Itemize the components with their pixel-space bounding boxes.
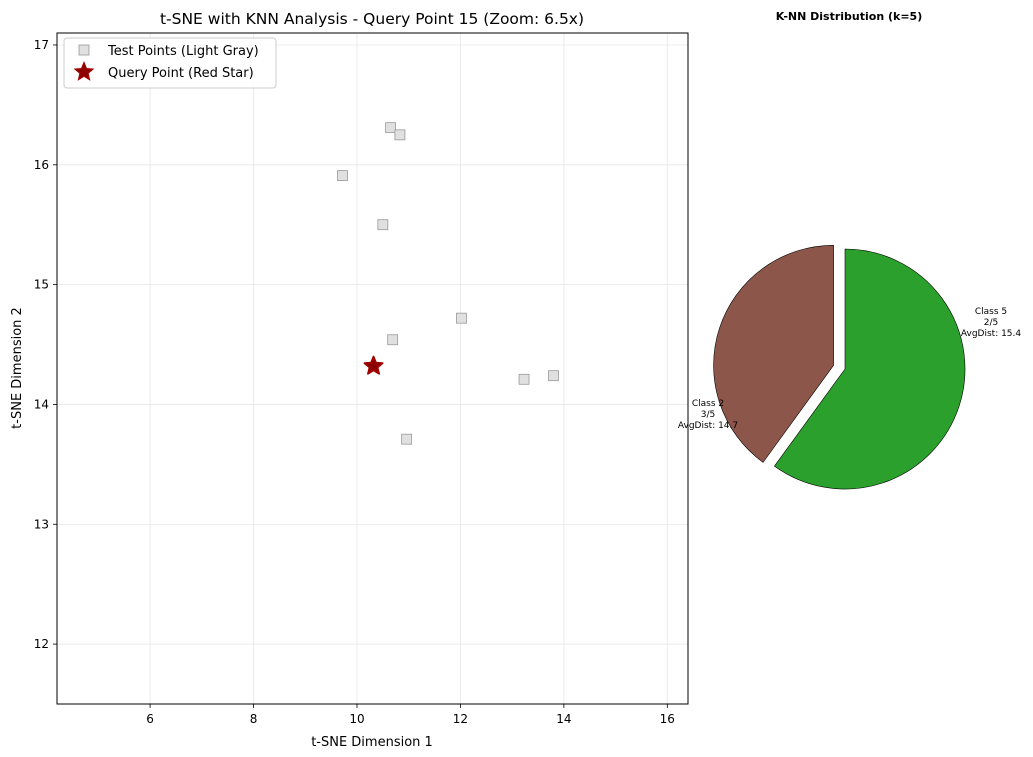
test-point-marker: [548, 370, 559, 382]
y-tick-label: 16: [34, 158, 49, 172]
pie-title: K-NN Distribution (k=5): [776, 10, 922, 23]
x-tick-label: 6: [146, 712, 154, 726]
scatter-title: t-SNE with KNN Analysis - Query Point 15…: [160, 10, 584, 28]
pie-label-class-5-count: 2/5: [984, 318, 998, 328]
y-tick-label: 15: [34, 278, 49, 292]
y-tick-label: 13: [34, 517, 49, 531]
test-point-marker: [385, 122, 397, 134]
test-point-marker: [387, 334, 399, 346]
pie-chart: K-NN Distribution (k=5) Class 5 2/5 AvgD…: [678, 10, 1022, 490]
legend-item-test-points: Test Points (Light Gray): [107, 44, 259, 59]
pie-label-class-2-name: Class 2: [692, 399, 724, 409]
x-tick-label: 16: [660, 712, 675, 726]
y-tick-label: 14: [34, 397, 49, 411]
pie-slice-class-2: [774, 248, 966, 490]
test-point-marker: [337, 170, 348, 181]
x-tick-label: 12: [453, 712, 468, 726]
y-tick-label: 17: [34, 38, 49, 52]
test-point-marker: [401, 433, 413, 445]
legend: Test Points (Light Gray) Query Point (Re…: [63, 37, 277, 89]
test-point-marker: [394, 129, 406, 141]
pie-label-class-2-avgdist: AvgDist: 14.7: [678, 421, 738, 431]
scatter-plot: t-SNE with KNN Analysis - Query Point 15…: [10, 10, 689, 750]
axis-ticks: 6 8 10 12 14 16 12 13 14 15 16 17: [34, 38, 675, 726]
plot-frame: [56, 32, 689, 705]
x-tick-label: 8: [250, 712, 258, 726]
pie-label-class-5-avgdist: AvgDist: 15.4: [961, 329, 1022, 339]
x-axis-label: t-SNE Dimension 1: [311, 735, 433, 750]
y-tick-label: 12: [34, 637, 49, 651]
pie-label-class-5-name: Class 5: [975, 307, 1007, 317]
pie-label-class-2-count: 3/5: [701, 410, 715, 420]
pie-slice-class-5: [713, 244, 834, 463]
x-tick-label: 10: [349, 712, 364, 726]
legend-square-marker-icon: [78, 44, 90, 56]
data-points: [337, 122, 559, 445]
test-point-marker: [518, 373, 530, 385]
legend-star-marker-icon: [73, 61, 95, 81]
y-axis-label: t-SNE Dimension 2: [10, 307, 25, 429]
test-point-marker: [377, 219, 389, 231]
x-tick-label: 14: [556, 712, 571, 726]
test-point-marker: [456, 312, 467, 324]
legend-frame: [63, 37, 277, 89]
query-point-marker: [363, 355, 384, 375]
legend-item-query-point: Query Point (Red Star): [108, 66, 254, 81]
